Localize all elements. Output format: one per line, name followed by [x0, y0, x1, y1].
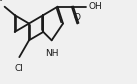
Text: OH: OH [88, 2, 102, 11]
Text: CH₃: CH₃ [0, 0, 3, 3]
Text: Cl: Cl [15, 64, 24, 73]
Text: O: O [74, 13, 81, 22]
Text: NH: NH [45, 49, 58, 58]
